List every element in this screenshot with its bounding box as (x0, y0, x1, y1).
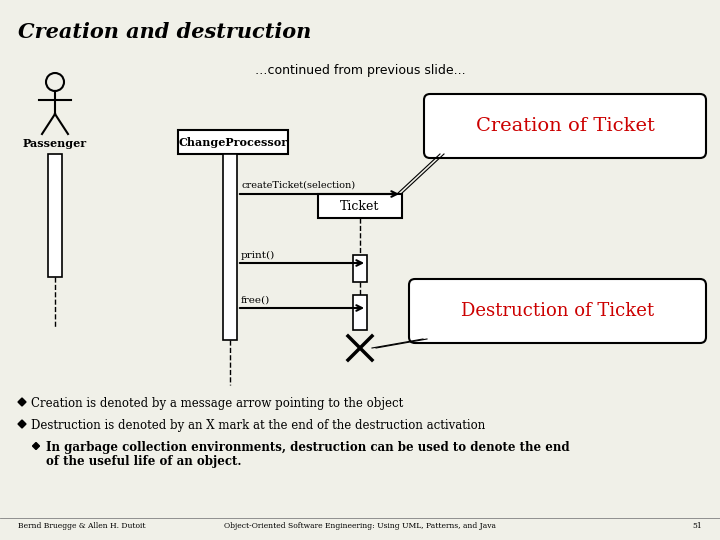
Text: …continued from previous slide...: …continued from previous slide... (255, 64, 465, 77)
FancyBboxPatch shape (409, 279, 706, 343)
Text: In garbage collection environments, destruction can be used to denote the end: In garbage collection environments, dest… (46, 441, 570, 454)
Polygon shape (32, 442, 40, 449)
Text: Creation of Ticket: Creation of Ticket (476, 117, 654, 135)
Text: 51: 51 (692, 522, 702, 530)
Bar (178, 130, 288, 154)
Text: Bernd Bruegge & Allen H. Dutoit: Bernd Bruegge & Allen H. Dutoit (18, 522, 145, 530)
Polygon shape (18, 420, 26, 428)
Bar (318, 194, 402, 218)
Text: print(): print() (241, 251, 275, 260)
Text: Ticket: Ticket (341, 199, 379, 213)
Text: Creation and destruction: Creation and destruction (18, 22, 311, 42)
Bar (353, 255, 367, 282)
Polygon shape (18, 398, 26, 406)
Text: of the useful life of an object.: of the useful life of an object. (46, 455, 241, 468)
FancyBboxPatch shape (424, 94, 706, 158)
Bar (353, 295, 367, 330)
Bar (48, 154, 62, 277)
Text: free(): free() (241, 296, 270, 305)
Bar (223, 154, 237, 340)
Text: Creation is denoted by a message arrow pointing to the object: Creation is denoted by a message arrow p… (31, 397, 403, 410)
Text: Object-Oriented Software Engineering: Using UML, Patterns, and Java: Object-Oriented Software Engineering: Us… (224, 522, 496, 530)
Text: Destruction is denoted by an X mark at the end of the destruction activation: Destruction is denoted by an X mark at t… (31, 419, 485, 432)
Text: Passenger: Passenger (23, 138, 87, 149)
Text: createTicket(selection): createTicket(selection) (241, 181, 355, 190)
Text: Destruction of Ticket: Destruction of Ticket (461, 302, 654, 320)
Text: ChangeProcessor: ChangeProcessor (179, 137, 287, 147)
